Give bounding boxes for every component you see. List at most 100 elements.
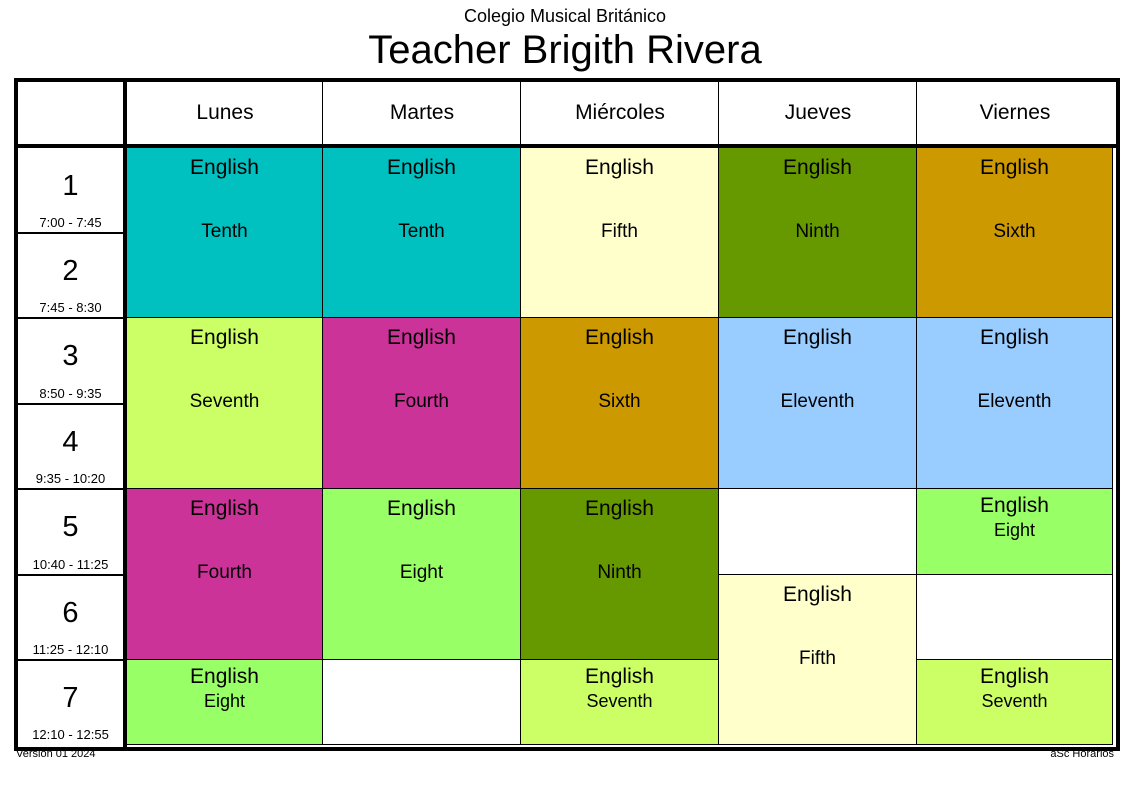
lesson-subject: English [585, 497, 654, 520]
period-label: 7 12:10 - 12:55 [18, 660, 123, 745]
lesson-subject: English [190, 497, 259, 520]
column-divider [718, 82, 719, 145]
lesson-class: Seventh [981, 691, 1048, 711]
lesson-subject: English [783, 326, 852, 349]
lesson-subject: English [980, 156, 1049, 179]
empty-cell[interactable] [719, 489, 917, 575]
lesson-cell[interactable]: English Ninth [521, 489, 719, 660]
lesson-cell[interactable]: English Seventh [917, 660, 1113, 745]
school-name: Colegio Musical Británico [463, 6, 667, 26]
lesson-cell[interactable]: English Fifth [719, 575, 917, 745]
period-label: 6 11:25 - 12:10 [18, 575, 123, 660]
period-number: 4 [62, 426, 79, 458]
period-time: 11:25 - 12:10 [32, 642, 109, 657]
lesson-class: Seventh [586, 691, 653, 711]
period-label: 5 10:40 - 11:25 [18, 489, 123, 575]
lesson-cell[interactable]: English Seventh [521, 660, 719, 745]
lesson-subject: English [387, 326, 456, 349]
lesson-subject: English [387, 497, 456, 520]
lesson-class: Ninth [597, 562, 642, 583]
lesson-subject: English [585, 665, 654, 688]
day-header-0: Lunes [196, 101, 254, 124]
timetable-grid [14, 78, 1120, 751]
lesson-cell[interactable]: English Ninth [719, 148, 917, 318]
period-time: 12:10 - 12:55 [32, 727, 109, 742]
lesson-cell[interactable]: English Sixth [917, 148, 1113, 318]
lesson-class: Ninth [795, 221, 840, 242]
column-divider [916, 82, 917, 145]
lesson-cell[interactable]: English Fourth [127, 489, 323, 660]
lesson-class: Eight [399, 562, 444, 583]
lesson-subject: English [980, 494, 1049, 517]
lesson-class: Eight [993, 520, 1036, 540]
period-time: 7:45 - 8:30 [39, 300, 102, 315]
period-time: 7:00 - 7:45 [39, 215, 102, 230]
header-divider [14, 144, 1116, 148]
lesson-subject: English [585, 326, 654, 349]
lesson-cell[interactable]: English Eleventh [719, 318, 917, 489]
period-label: 2 7:45 - 8:30 [18, 233, 123, 318]
lesson-subject: English [190, 326, 259, 349]
credit-label: aSc Horarios [1050, 748, 1114, 760]
row-divider [18, 317, 123, 319]
period-number: 3 [62, 340, 79, 372]
lesson-class: Eleventh [780, 391, 855, 412]
lesson-cell[interactable]: English Eight [127, 660, 323, 745]
lesson-subject: English [980, 326, 1049, 349]
period-number: 7 [62, 682, 79, 714]
column-divider [520, 82, 521, 145]
lesson-subject: English [585, 156, 654, 179]
lesson-class: Sixth [598, 391, 641, 412]
day-header-3: Jueves [784, 101, 852, 124]
lesson-class: Fourth [197, 562, 252, 583]
lesson-cell[interactable]: English Tenth [323, 148, 521, 318]
row-divider [18, 232, 123, 234]
lesson-class: Eight [203, 691, 246, 711]
lesson-class: Fourth [394, 391, 449, 412]
row-divider [18, 488, 123, 490]
lesson-class: Seventh [189, 391, 260, 412]
lesson-cell[interactable]: English Tenth [127, 148, 323, 318]
lesson-class: Sixth [993, 221, 1036, 242]
period-label: 1 7:00 - 7:45 [18, 148, 123, 233]
period-number: 1 [62, 170, 79, 202]
period-time: 9:35 - 10:20 [35, 471, 106, 486]
lesson-subject: English [190, 156, 259, 179]
lesson-subject: English [190, 665, 259, 688]
lesson-class: Fifth [601, 221, 638, 242]
lesson-cell[interactable]: English Fourth [323, 318, 521, 489]
lesson-cell[interactable]: English Eight [917, 489, 1113, 575]
lesson-cell[interactable]: English Sixth [521, 318, 719, 489]
empty-cell[interactable] [917, 575, 1113, 660]
page-title: Teacher Brigith Rivera [368, 28, 762, 72]
empty-cell[interactable] [323, 660, 521, 745]
lesson-class: Tenth [201, 221, 248, 242]
period-column-divider [123, 78, 127, 747]
period-number: 5 [62, 511, 79, 543]
version-label: Versión 01 2024 [16, 748, 96, 760]
lesson-cell[interactable]: English Fifth [521, 148, 719, 318]
day-header-4: Viernes [979, 101, 1051, 124]
period-time: 8:50 - 9:35 [39, 386, 102, 401]
lesson-class: Fifth [799, 648, 836, 669]
period-number: 2 [62, 255, 79, 287]
column-divider [322, 82, 323, 145]
period-label: 3 8:50 - 9:35 [18, 318, 123, 404]
lesson-cell[interactable]: English Seventh [127, 318, 323, 489]
lesson-cell[interactable]: English Eight [323, 489, 521, 660]
day-header-2: Miércoles [575, 101, 665, 124]
day-header-1: Martes [389, 101, 455, 124]
lesson-subject: English [980, 665, 1049, 688]
lesson-class: Tenth [398, 221, 445, 242]
lesson-subject: English [783, 156, 852, 179]
lesson-class: Eleventh [977, 391, 1052, 412]
row-divider [18, 659, 123, 661]
lesson-subject: English [783, 583, 852, 606]
lesson-cell[interactable]: English Eleventh [917, 318, 1113, 489]
lesson-subject: English [387, 156, 456, 179]
period-time: 10:40 - 11:25 [32, 557, 109, 572]
period-number: 6 [62, 597, 79, 629]
period-label: 4 9:35 - 10:20 [18, 404, 123, 489]
row-divider [18, 574, 123, 576]
